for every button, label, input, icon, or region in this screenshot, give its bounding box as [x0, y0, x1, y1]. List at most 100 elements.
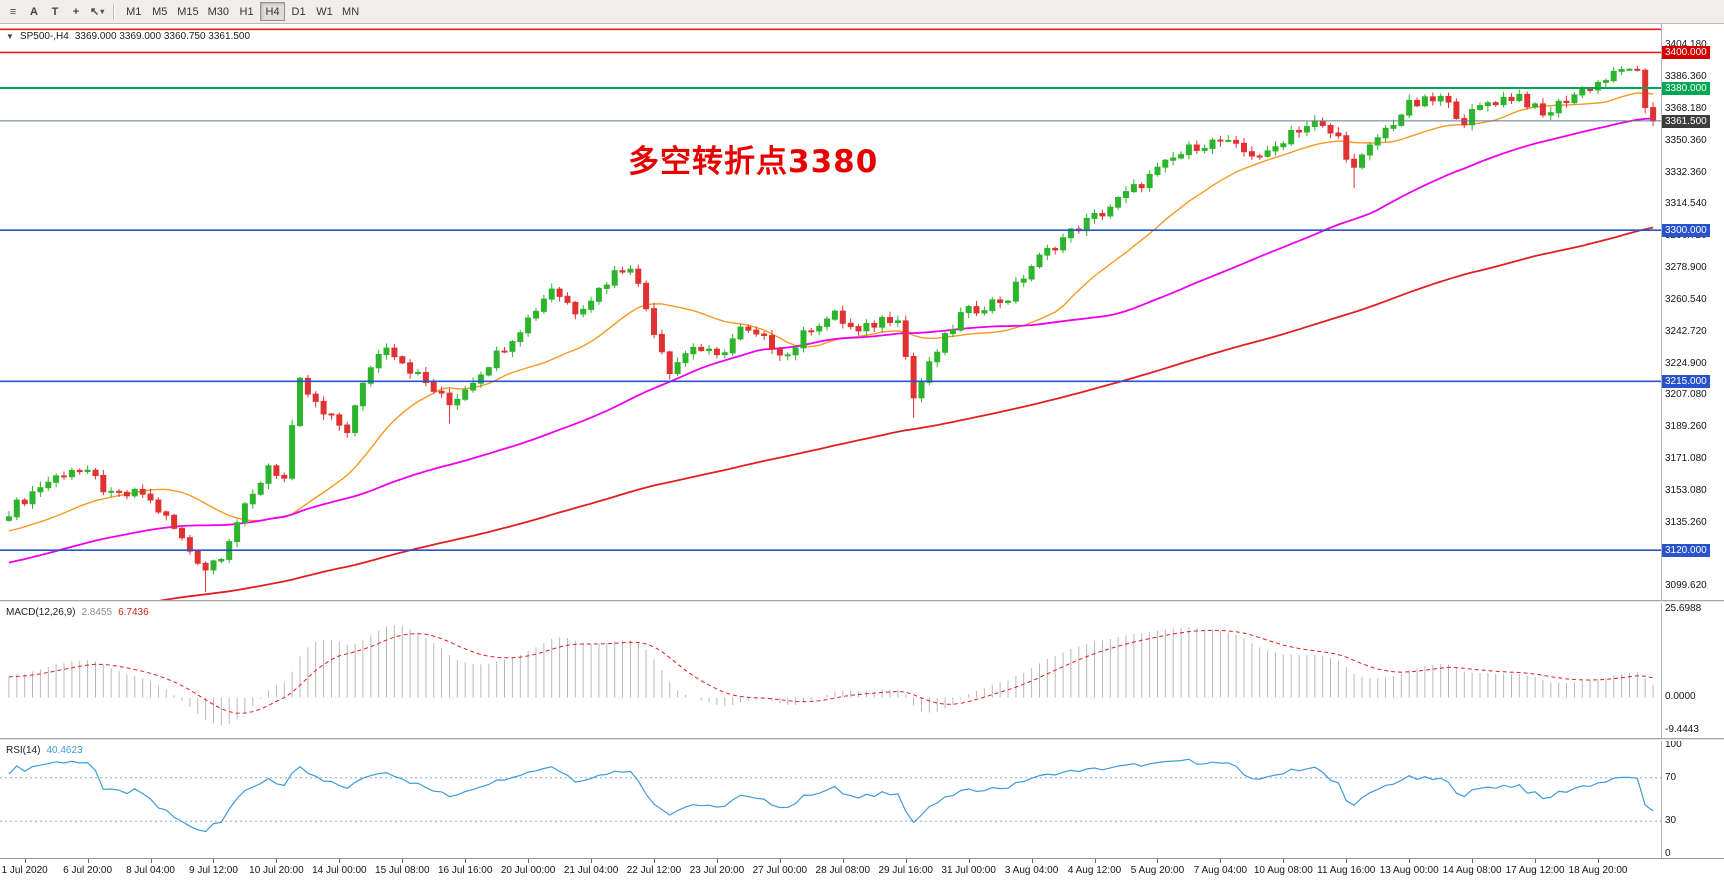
rsi-axis[interactable]: 100 70 30 0: [1661, 741, 1724, 858]
time-axis[interactable]: 1 Jul 2020 6 Jul 20:00 8 Jul 04:00 9 Jul 12…: [0, 859, 1662, 881]
time-axis-tick: [1283, 859, 1285, 863]
timeframe-h4-button[interactable]: H4: [260, 2, 286, 21]
timeframe-d1-button[interactable]: D1: [286, 2, 311, 21]
ma-60-line: [8, 117, 1654, 564]
time-axis-label: 8 Jul 04:00: [126, 865, 175, 876]
time-axis-tick: [1472, 859, 1474, 863]
time-axis-tick: [591, 859, 593, 863]
crosshair-icon[interactable]: +: [66, 2, 86, 22]
timeframe-m15-button[interactable]: M15: [173, 2, 202, 21]
macd-name: MACD(12,26,9): [6, 607, 76, 618]
timeframe-m1-button[interactable]: M1: [121, 2, 146, 21]
time-axis-label: 28 Jul 08:00: [815, 865, 871, 876]
cursor-tool-button[interactable]: ↖ ▾: [87, 2, 107, 22]
time-axis-label: 5 Aug 20:00: [1130, 865, 1185, 876]
time-axis-label: 22 Jul 12:00: [626, 865, 682, 876]
time-axis-tick: [1409, 859, 1411, 863]
macd-signal-line: [8, 629, 1654, 714]
axis-tick-label: 3207.080: [1665, 389, 1707, 401]
macd-axis[interactable]: 25.6988 0.0000 -9.4443: [1661, 603, 1724, 738]
time-axis-tick: [1535, 859, 1537, 863]
rsi-canvas[interactable]: [0, 741, 1662, 858]
axis-tick-label: 100: [1665, 741, 1682, 750]
ma-150-line: [158, 226, 1654, 600]
axis-tick-label: 30: [1665, 815, 1677, 827]
time-axis-label: 11 Aug 16:00: [1317, 865, 1376, 876]
time-axis-tick: [1220, 859, 1222, 863]
ohlc-values: 3369.000 3369.000 3360.750 3361.500: [74, 31, 251, 42]
time-axis-label: 1 Jul 2020: [1, 865, 48, 876]
chart-list-icon[interactable]: ≡: [3, 2, 23, 22]
macd-canvas[interactable]: [0, 603, 1662, 738]
pane-divider[interactable]: [0, 600, 1724, 603]
time-axis-label: 14 Aug 08:00: [1442, 865, 1502, 876]
time-axis-tick: [402, 859, 404, 863]
axis-tick-label: 3224.900: [1665, 357, 1707, 369]
template-icon[interactable]: T: [45, 2, 65, 22]
timeframe-h1-button[interactable]: H1: [234, 2, 259, 21]
collapse-arrow-icon[interactable]: ▼: [6, 32, 14, 41]
axis-tick-label: 3260.540: [1665, 294, 1707, 306]
symbol-timeframe-label: SP500-,H4: [19, 31, 69, 42]
rsi-value: 40.4623: [46, 745, 83, 756]
chart-header: ▼ SP500-,H4 3369.000 3369.000 3360.750 3…: [6, 31, 250, 42]
rsi-line: [8, 758, 1654, 833]
rsi-pane[interactable]: RSI(14) 40.4623 100 70 30 0: [0, 741, 1724, 858]
timeframe-m5-button[interactable]: M5: [147, 2, 172, 21]
time-axis-label: 31 Jul 00:00: [941, 865, 996, 876]
rsi-label: RSI(14) 40.4623: [6, 745, 83, 756]
axis-tick-label: 25.6988: [1665, 603, 1702, 614]
time-axis-label: 7 Aug 04:00: [1193, 865, 1248, 876]
axis-tick-label: 3153.080: [1665, 485, 1707, 497]
time-axis-label: 17 Aug 12:00: [1505, 865, 1565, 876]
price-level-label: 3300.000: [1662, 224, 1710, 238]
time-axis-label: 18 Aug 20:00: [1568, 865, 1628, 876]
price-level-label: 3120.000: [1662, 544, 1710, 558]
pane-divider[interactable]: [0, 738, 1724, 741]
price-level-label: 3215.000: [1662, 375, 1710, 389]
time-axis-tick: [1094, 859, 1096, 863]
time-axis-label: 4 Aug 12:00: [1067, 865, 1122, 876]
axis-tick-label: 3314.540: [1665, 198, 1707, 210]
time-axis-tick: [716, 859, 718, 863]
axis-tick-label: 3171.080: [1665, 453, 1707, 465]
time-axis-label: 10 Aug 08:00: [1253, 865, 1313, 876]
axis-tick-label: 3189.260: [1665, 421, 1707, 433]
price-level-label: 3400.000: [1662, 46, 1710, 60]
time-axis-tick: [842, 859, 844, 863]
macd-main-value: 2.8455: [81, 607, 113, 618]
timeframe-w1-button[interactable]: W1: [312, 2, 337, 21]
time-axis-label: 20 Jul 00:00: [500, 865, 556, 876]
time-axis-tick: [528, 859, 530, 863]
axis-tick-label: -9.4443: [1665, 724, 1699, 735]
time-axis-strip[interactable]: 1 Jul 2020 6 Jul 20:00 8 Jul 04:00 9 Jul 12…: [0, 858, 1724, 892]
macd-pane[interactable]: MACD(12,26,9) 2.8455 6.7436 25.6988 0.000…: [0, 603, 1724, 738]
axis-tick-label: 0.0000: [1665, 691, 1696, 703]
time-axis-label: 23 Jul 20:00: [689, 865, 745, 876]
price-level-label: 3380.000: [1662, 82, 1710, 95]
macd-histogram: [8, 625, 1654, 726]
rsi-name: RSI(14): [6, 745, 41, 756]
time-axis-label: 29 Jul 16:00: [878, 865, 933, 876]
time-axis-label: 6 Jul 20:00: [63, 865, 113, 876]
axis-tick-label: 3368.180: [1665, 103, 1707, 114]
annotation-text: 多空转折点3380: [628, 144, 879, 180]
timeframe-m30-button[interactable]: M30: [204, 2, 233, 21]
time-axis-tick: [150, 859, 152, 863]
time-axis-label: 15 Jul 08:00: [375, 865, 430, 876]
axis-tick-label: 3135.260: [1665, 517, 1707, 529]
price-axis[interactable]: 3404.180 3386.360 3368.180 3350.360 3332.360…: [1661, 24, 1724, 600]
axis-tick-label: 70: [1665, 771, 1677, 783]
price-chart-canvas[interactable]: [0, 24, 1662, 600]
timeframe-mn-button[interactable]: MN: [338, 2, 363, 21]
text-tool-icon[interactable]: A: [24, 2, 44, 22]
time-axis-tick: [968, 859, 970, 863]
candles: [5, 65, 1657, 593]
time-axis-label: 10 Jul 20:00: [249, 865, 304, 876]
time-axis-label: 9 Jul 12:00: [188, 865, 238, 876]
time-axis-tick: [905, 859, 907, 863]
price-chart-pane[interactable]: ▼ SP500-,H4 3369.000 3369.000 3360.750 3…: [0, 24, 1724, 600]
time-axis-tick: [779, 859, 781, 863]
price-level-label: 3361.500: [1662, 114, 1710, 128]
axis-tick-label: 3278.900: [1665, 261, 1707, 273]
